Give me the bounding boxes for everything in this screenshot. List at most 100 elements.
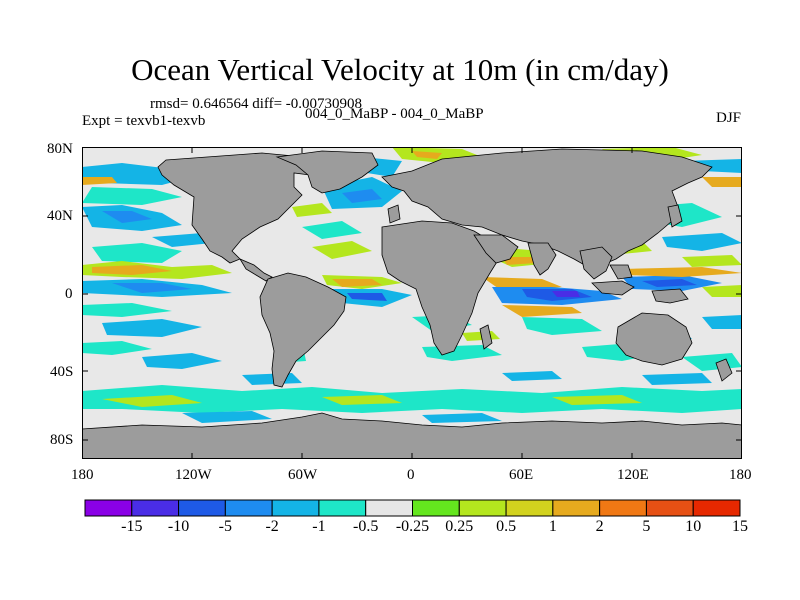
velocity-patch (142, 353, 222, 369)
lat-tick-label: 80N (47, 141, 73, 157)
colorbar-label: 0.5 (496, 518, 517, 535)
velocity-patch (102, 395, 202, 407)
colorbar-label: -15 (121, 518, 143, 535)
land-africa (381, 220, 501, 356)
velocity-patch (102, 211, 152, 223)
velocity-patch (182, 411, 272, 423)
land-borneo (609, 264, 633, 280)
land-uk (387, 204, 401, 224)
velocity-patch (422, 413, 502, 423)
velocity-patch (622, 267, 742, 277)
velocity-patch (92, 265, 172, 275)
velocity-patch (702, 285, 742, 297)
land-australia (615, 312, 693, 366)
colorbar-label: -0.25 (395, 518, 430, 535)
colorbar-swatch (412, 499, 460, 517)
velocity-patch (412, 151, 442, 159)
lon-tick-label: 180 (71, 467, 94, 483)
colorbar-label: 10 (685, 518, 702, 535)
colorbar-label: 2 (595, 518, 604, 535)
land-eurasia (381, 148, 713, 268)
land-new-zealand (715, 358, 733, 382)
velocity-patch (702, 177, 742, 187)
experiment-names: 004_0_MaBP - 004_0_MaBP (305, 106, 484, 122)
velocity-patch (302, 221, 362, 239)
colorbar-swatch (692, 499, 741, 517)
velocity-patch (552, 395, 642, 405)
velocity-patch (642, 373, 712, 385)
colorbar-swatch (318, 499, 367, 517)
velocity-patch (102, 319, 202, 337)
velocity-patch (662, 233, 742, 251)
land-se-asia (579, 246, 613, 280)
colorbar-label: 15 (732, 518, 748, 535)
velocity-patch (342, 189, 382, 203)
velocity-patch (522, 317, 602, 335)
colorbar-label: 5 (642, 518, 651, 535)
velocity-patch (82, 303, 172, 317)
lat-tick-label: 40N (47, 208, 73, 224)
velocity-patch (332, 279, 382, 287)
colorbar-swatch (131, 499, 180, 517)
land-india (527, 242, 557, 276)
lon-tick-label: 60E (509, 467, 534, 483)
colorbar-label: -1 (312, 518, 326, 535)
velocity-patch (702, 315, 742, 329)
velocity-patch (152, 233, 212, 247)
plot-title: Ocean Vertical Velocity at 10m (in cm/da… (131, 52, 669, 87)
velocity-patch (112, 283, 192, 293)
colorbar-label: -10 (167, 518, 190, 535)
land-japan (667, 204, 683, 228)
lon-tick-label: 120W (175, 467, 212, 483)
velocity-patch (347, 293, 387, 301)
colorbar-swatch (178, 499, 226, 517)
velocity-patch (502, 371, 562, 381)
velocity-patch (502, 305, 582, 317)
colorbar-label: 1 (548, 518, 557, 535)
colorbar-swatch (224, 499, 273, 517)
colorbar-swatch (365, 499, 414, 517)
land-arabia (473, 234, 519, 264)
lon-tick-label: 0 (407, 467, 415, 483)
velocity-patch (82, 385, 742, 413)
land-south-america (259, 272, 347, 388)
velocity-patch (92, 243, 182, 263)
land-madagascar (479, 324, 493, 350)
rmsd-diff-text: rmsd= 0.646564 diff= -0.00730908 (150, 96, 363, 112)
colorbar-swatch (271, 499, 320, 517)
velocity-patch (502, 257, 537, 265)
colorbar-label: -2 (265, 518, 279, 535)
colorbar-label: 0.25 (445, 518, 474, 535)
velocity-patch (642, 279, 697, 287)
colorbar-swatch (505, 499, 554, 517)
colorbar-swatch (458, 499, 507, 517)
lat-tick-label: 0 (65, 286, 73, 302)
velocity-patch (322, 395, 402, 405)
colorbar-swatch (645, 499, 694, 517)
colorbar-swatch (552, 499, 601, 517)
velocity-patch (242, 373, 302, 385)
velocity-patch (682, 255, 742, 267)
lat-tick-label: 80S (50, 432, 74, 448)
colorbar-swatch (84, 499, 133, 517)
season-label: DJF (715, 110, 741, 126)
lon-tick-label: 60W (288, 467, 318, 483)
experiment-label: Expt = texvb1-texvb (82, 113, 206, 129)
velocity-patch (82, 177, 117, 185)
land-masses (82, 148, 742, 459)
tick-marks (82, 147, 742, 459)
lat-tick-label: 40S (50, 364, 74, 380)
colorbar-label: -5 (218, 518, 233, 535)
velocity-patch (292, 203, 332, 217)
lon-tick-label: 180 (729, 467, 752, 483)
velocity-patch (312, 241, 372, 259)
velocity-patch (82, 187, 182, 205)
land-greenland (275, 150, 379, 194)
land-new-guinea (651, 288, 689, 304)
colorbar-label: -0.5 (353, 518, 379, 535)
lon-tick-label: 120E (617, 467, 649, 483)
land-antarctica (82, 412, 742, 459)
world-map (82, 147, 742, 459)
velocity-patch (82, 341, 152, 355)
land-indonesia (591, 280, 635, 296)
